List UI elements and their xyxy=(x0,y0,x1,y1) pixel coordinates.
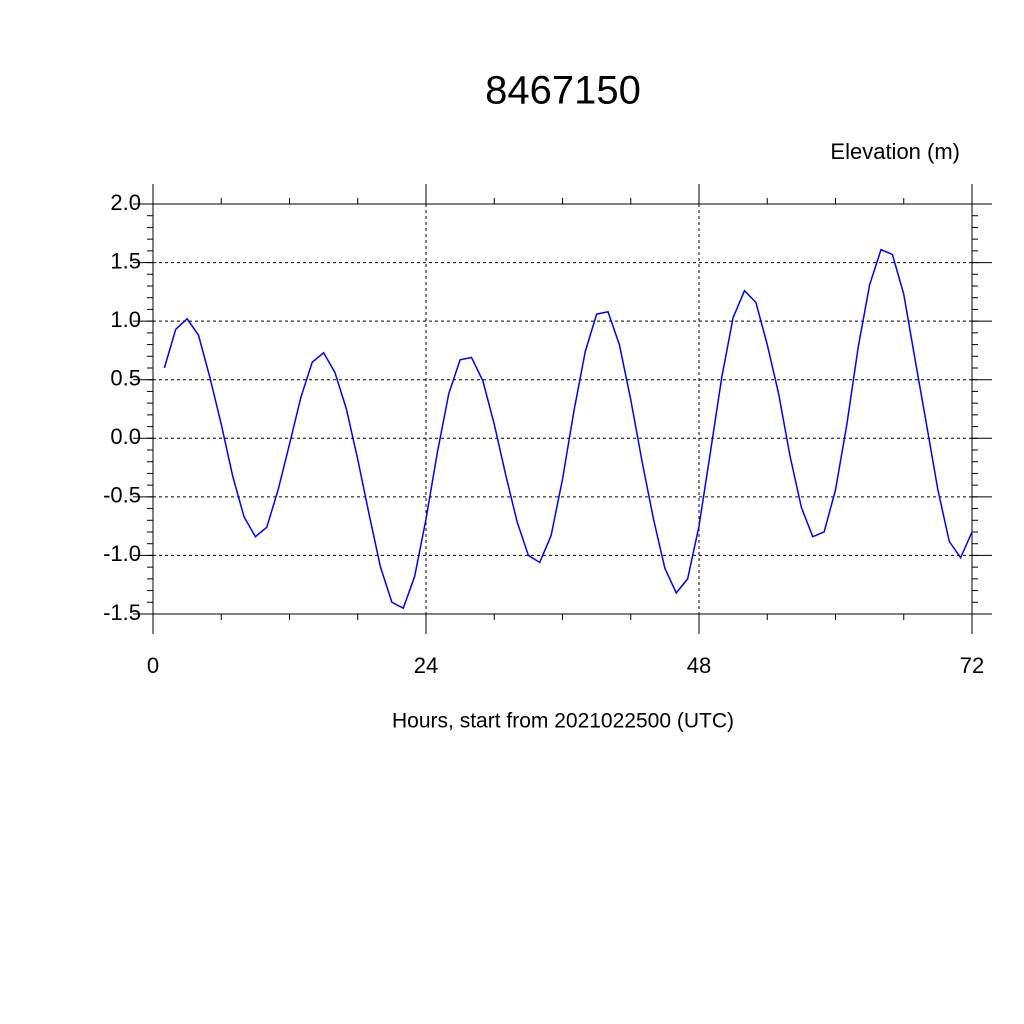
y-tick-label: -1.0 xyxy=(103,541,141,566)
y-tick-label: 2.0 xyxy=(110,190,141,215)
plot-frame xyxy=(152,203,973,615)
x-tick-label: 24 xyxy=(414,653,438,678)
chart-title: 8467150 xyxy=(485,69,641,113)
y-tick-label: -0.5 xyxy=(103,483,141,508)
y-tick-label: 1.5 xyxy=(110,248,141,273)
y-tick-label: 1.0 xyxy=(110,307,141,332)
x-tick-label: 72 xyxy=(960,653,984,678)
x-tick-label: 48 xyxy=(687,653,711,678)
y-tick-label: -1.5 xyxy=(103,600,141,625)
data-line xyxy=(163,248,973,610)
y-axis-label: Elevation (m) xyxy=(830,139,960,164)
y-tick-label: 0.0 xyxy=(110,424,141,449)
x-axis-label: Hours, start from 2021022500 (UTC) xyxy=(392,710,734,733)
y-tick-label: 0.5 xyxy=(110,366,141,391)
x-tick-label: 0 xyxy=(147,653,159,678)
